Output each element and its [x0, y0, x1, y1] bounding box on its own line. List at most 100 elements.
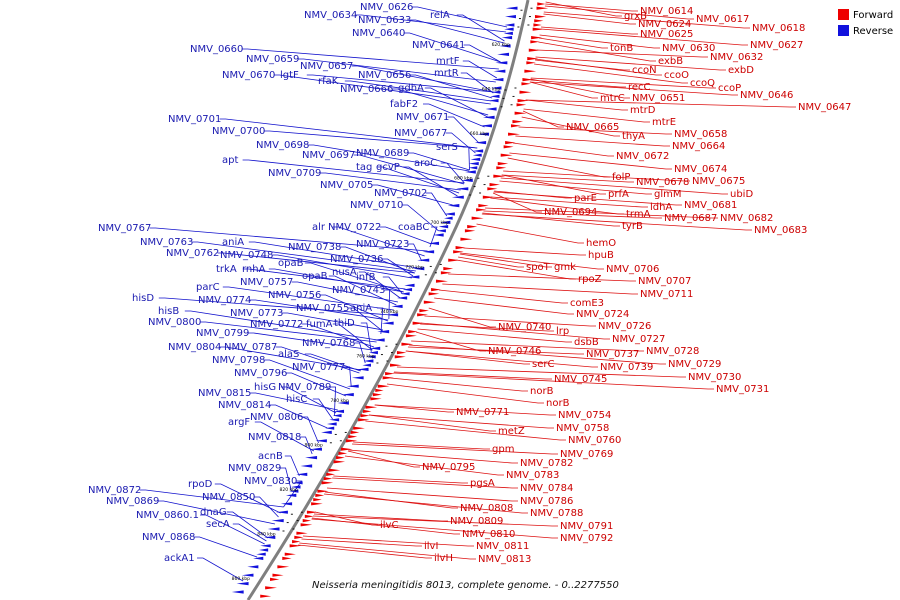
- reverse-gene-label: NMV_0777: [292, 362, 345, 373]
- reverse-gene-label: nusA: [332, 267, 357, 278]
- reverse-leader-line: [409, 74, 493, 99]
- reverse-leader-line: [280, 386, 337, 414]
- reverse-leader-line: [273, 74, 491, 105]
- forward-gene-label: ccoN: [632, 65, 657, 76]
- forward-gene-arrow: [300, 523, 313, 527]
- reverse-leader-line: [214, 483, 281, 514]
- forward-leader-line: [365, 420, 566, 441]
- reverse-gene-label: NMV_0767: [98, 223, 151, 234]
- reverse-gene-arrow: [447, 204, 460, 208]
- reverse-leader-line: [139, 489, 284, 508]
- reverse-leader-line: [242, 268, 406, 290]
- forward-gene-arrow: [500, 153, 513, 157]
- forward-leader-line: [509, 152, 672, 170]
- forward-gene-arrow: [289, 544, 302, 548]
- forward-leader-line: [312, 515, 558, 527]
- reverse-gene-arrow: [479, 124, 492, 128]
- reverse-gene-label: NMV_0830: [244, 476, 297, 487]
- reverse-leader-line: [281, 312, 384, 331]
- reverse-gene-arrow: [482, 115, 495, 119]
- forward-leader-line: [518, 126, 672, 135]
- forward-gene-label: ccoP: [718, 83, 741, 94]
- forward-gene-label: NMV_0728: [646, 346, 699, 357]
- forward-gene-label: norB: [530, 386, 554, 397]
- scale-ticks: 620 kbp 640 kbp 660 kbp 680 kbp 700 kbp 720 k…: [232, 42, 510, 582]
- scale-tick-label: 740 kbp: [380, 309, 398, 315]
- forward-gene-label: NMV_0729: [668, 359, 721, 370]
- reverse-gene-label: NMV_0860.1: [136, 510, 199, 521]
- forward-gene-arrow: [521, 82, 532, 86]
- reverse-leader-line: [440, 162, 465, 184]
- reverse-gene-arrow: [497, 52, 510, 56]
- forward-leader-line: [525, 99, 796, 108]
- forward-gene-arrow: [530, 40, 540, 44]
- forward-gene-arrow: [537, 2, 546, 6]
- forward-gene-label: NMV_0786: [520, 496, 573, 507]
- forward-gene-arrow: [315, 493, 325, 497]
- forward-gene-arrow: [536, 6, 549, 10]
- forward-leader-line: [522, 110, 564, 128]
- forward-gene-arrow: [370, 397, 382, 401]
- forward-leader-line: [500, 177, 728, 195]
- forward-gene-label: pgsA: [470, 478, 495, 489]
- scale-tick-label: 680 kbp: [454, 176, 472, 182]
- forward-gene-label: NMV_0740: [498, 322, 551, 333]
- reverse-gene-arrow: [451, 195, 464, 199]
- forward-gene-label: mtrE: [652, 117, 676, 128]
- forward-gene-label: dsbB: [574, 337, 599, 348]
- forward-leader-line: [545, 3, 638, 12]
- reverse-gene-label: NMV_0806: [250, 412, 303, 423]
- reverse-gene-arrow: [472, 149, 484, 153]
- reverse-gene-label: NMV_0768: [302, 338, 355, 349]
- forward-gene-label: NMV_0647: [798, 102, 851, 113]
- reverse-leader-line: [425, 192, 448, 217]
- reverse-gene-arrow: [321, 430, 332, 434]
- forward-gene-arrow: [296, 531, 308, 535]
- forward-gene-arrow: [292, 540, 301, 544]
- reverse-leader-line: [263, 359, 351, 390]
- reverse-gene-arrow: [440, 220, 451, 224]
- forward-leader-line: [483, 210, 662, 219]
- reverse-gene-arrow: [315, 439, 327, 443]
- reverse-leader-line: [462, 60, 498, 79]
- forward-gene-arrow: [505, 141, 516, 145]
- forward-gene-arrow: [260, 594, 272, 598]
- reverse-gene-label: lgtF: [280, 70, 299, 81]
- forward-gene-label: NMV_0730: [688, 372, 741, 383]
- scale-tick-label: 800 kbp: [305, 443, 323, 449]
- forward-gene-arrow: [435, 279, 448, 283]
- reverse-gene-label: acnB: [258, 451, 283, 462]
- reverse-leader-line: [460, 72, 494, 94]
- reverse-gene-label: NMV_0666: [340, 84, 393, 95]
- reverse-gene-arrow: [472, 153, 482, 157]
- reverse-leader-line: [197, 557, 244, 582]
- forward-gene-arrow: [265, 586, 277, 590]
- forward-gene-label: spoT: [526, 262, 551, 273]
- forward-gene-arrow: [405, 334, 417, 338]
- reverse-gene-arrow: [253, 556, 264, 560]
- forward-leader-line: [493, 191, 682, 206]
- forward-leader-line: [501, 174, 606, 195]
- reverse-leader-line: [424, 87, 488, 118]
- reverse-gene-arrow: [369, 346, 381, 350]
- forward-gene-label: trmA: [626, 209, 651, 220]
- reverse-gene-arrow: [444, 216, 453, 220]
- reverse-leader-line: [347, 307, 383, 332]
- forward-leader-line: [298, 544, 432, 559]
- forward-leader-line: [545, 1, 622, 17]
- reverse-leader-line: [268, 268, 404, 293]
- reverse-gene-label: hisD: [132, 293, 154, 304]
- forward-leader-line: [535, 56, 726, 71]
- legend: Forward Reverse: [838, 9, 893, 37]
- reverse-gene-label: alr: [312, 222, 326, 233]
- reverse-leader-line: [283, 480, 303, 508]
- reverse-gene-label: aroC: [414, 158, 437, 169]
- reverse-gene-label: NMV_0829: [228, 463, 281, 474]
- reverse-gene-label: NMV_0774: [198, 295, 251, 306]
- reverse-leader-line: [447, 116, 480, 144]
- forward-gene-label: NMV_0658: [674, 129, 727, 140]
- forward-gene-arrow: [503, 145, 514, 149]
- forward-leader-line: [311, 517, 460, 535]
- reverse-leader-line: [222, 286, 394, 311]
- reverse-gene-label: hisG: [254, 382, 276, 393]
